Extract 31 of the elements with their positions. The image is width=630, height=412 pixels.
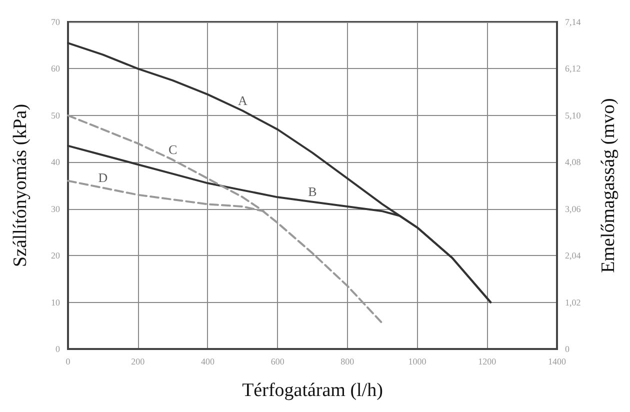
annotation: B [308,184,318,199]
y2-axis-title: Emelőmagasság (mvo) [598,98,619,273]
x-tick-label: 400 [200,356,215,366]
y2-tick-label: 0 [565,344,570,354]
x-tick-label: 200 [131,356,146,366]
x-tick-label: 800 [340,356,355,366]
annotation: D [98,170,108,185]
y-tick-label: 10 [51,297,60,308]
x-tick-label: 600 [270,356,285,366]
y-tick-label: 30 [51,204,60,214]
y2-tick-label: 1,02 [565,297,581,308]
y2-tick-label: 3,06 [565,204,582,214]
y2-tick-label: 7,14 [565,17,582,27]
x-tick-label: 1000 [408,356,427,366]
y2-tick-label: 4,08 [565,157,582,168]
y-tick-label: 20 [51,250,60,261]
x-tick-label: 1200 [478,356,497,366]
annotation: A [238,92,248,108]
y2-tick-label: 6,12 [565,64,581,74]
y-tick-label: 60 [51,64,60,74]
annotation: C [168,142,178,157]
y2-tick-label: 5,10 [565,110,582,120]
x-tick-label: 1400 [548,356,566,366]
y-tick-label: 50 [51,110,60,120]
x-axis-title: Térfogatáram (l/h) [242,380,383,401]
y-tick-label: 40 [51,157,60,168]
y2-tick-label: 2,04 [565,250,582,261]
x-tick-label: 0 [66,356,71,366]
y-tick-label: 70 [51,17,60,27]
y-tick-label: 0 [56,344,60,354]
y-axis-title: Szállítónyomás (kPa) [10,104,31,268]
